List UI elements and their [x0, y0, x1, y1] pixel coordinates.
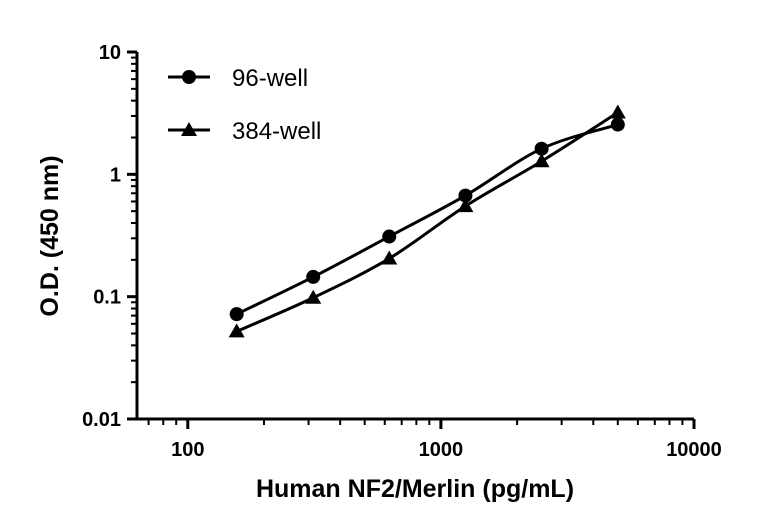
- x-axis-title: Human NF2/Merlin (pg/mL): [256, 475, 574, 503]
- data-point: [229, 307, 244, 322]
- x-tick-label: 1000: [419, 439, 464, 461]
- legend: 96-well 384-well: [168, 65, 321, 145]
- legend-marker: [181, 122, 197, 136]
- data-point: [457, 198, 474, 213]
- data-point: [534, 141, 549, 156]
- data-point: [458, 188, 473, 203]
- legend-marker: [182, 70, 196, 84]
- data-point: [306, 269, 321, 284]
- y-tick-label: 0.01: [82, 409, 121, 431]
- legend-label: 96-well: [232, 65, 308, 92]
- data-point: [533, 153, 550, 168]
- data-point: [305, 289, 322, 304]
- legend-entry: 96-well: [168, 65, 308, 92]
- series-line: [236, 123, 619, 316]
- axes: [135, 52, 694, 421]
- legend-label: 384-well: [232, 118, 321, 145]
- x-tick-label: 10000: [666, 439, 722, 461]
- plot-area: [228, 104, 626, 338]
- series-line: [236, 111, 619, 333]
- data-point: [609, 104, 626, 119]
- data-point: [610, 117, 625, 132]
- series-triangle: [228, 104, 626, 338]
- y-axis-title: O.D. (450 nm): [36, 155, 64, 316]
- data-point: [381, 250, 398, 265]
- data-point: [382, 229, 397, 244]
- ticks: 0.01 0.1 1 10 100 1000 10000: [82, 42, 722, 461]
- data-point: [228, 323, 245, 338]
- y-tick-label: 1: [110, 164, 121, 186]
- legend-entry: 384-well: [168, 118, 321, 145]
- x-tick-label: 100: [171, 439, 204, 461]
- y-tick-label: 10: [99, 42, 121, 64]
- y-tick-label: 0.1: [93, 287, 121, 309]
- series-circle: [229, 117, 625, 322]
